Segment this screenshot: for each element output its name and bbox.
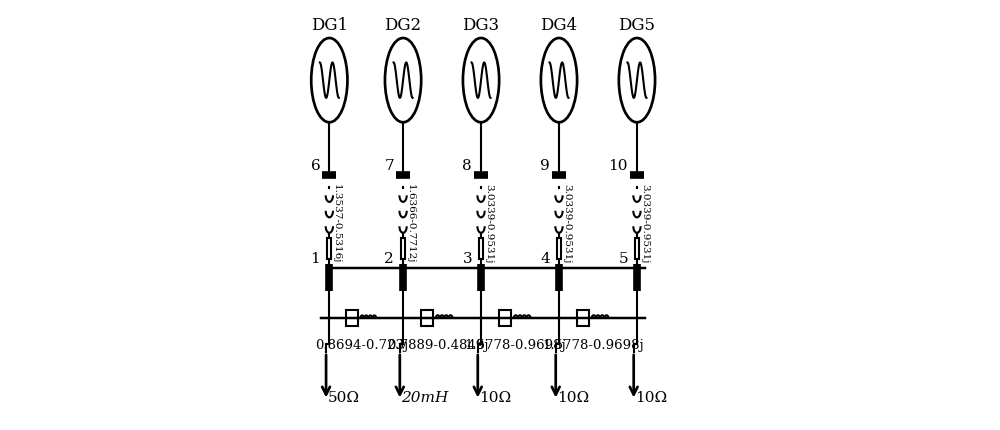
- Bar: [479, 238, 483, 259]
- Bar: [327, 238, 331, 259]
- Text: 10Ω: 10Ω: [479, 391, 511, 405]
- Text: 2: 2: [384, 252, 394, 266]
- Text: 3.0339-0.9531j: 3.0339-0.9531j: [562, 184, 571, 263]
- Text: DG2: DG2: [385, 17, 422, 34]
- Text: DG1: DG1: [311, 17, 348, 34]
- Text: 0.7889-0.4849j: 0.7889-0.4849j: [387, 339, 489, 352]
- Text: 0.8694-0.723j: 0.8694-0.723j: [315, 339, 409, 352]
- Text: 1.5778-0.9698j: 1.5778-0.9698j: [543, 339, 645, 352]
- Text: DG4: DG4: [540, 17, 578, 34]
- Bar: [577, 310, 589, 326]
- Text: 50Ω: 50Ω: [328, 391, 360, 405]
- Text: DG5: DG5: [618, 17, 655, 34]
- Text: 5: 5: [618, 252, 628, 266]
- Text: 7: 7: [384, 159, 394, 173]
- Text: 10Ω: 10Ω: [635, 391, 667, 405]
- Text: 1.6366-0.7712j: 1.6366-0.7712j: [406, 184, 415, 263]
- Text: 20mH: 20mH: [401, 391, 449, 405]
- Bar: [557, 238, 561, 259]
- Text: 10Ω: 10Ω: [557, 391, 589, 405]
- Bar: [635, 238, 639, 259]
- Bar: [499, 310, 511, 326]
- Bar: [421, 310, 433, 326]
- Text: 4: 4: [540, 252, 550, 266]
- Text: 9: 9: [540, 159, 550, 173]
- Text: DG3: DG3: [462, 17, 500, 34]
- Text: 1.3537-0.5316j: 1.3537-0.5316j: [332, 184, 341, 263]
- Text: 3.0339-0.9531j: 3.0339-0.9531j: [484, 184, 493, 263]
- Text: 10: 10: [608, 159, 628, 173]
- Text: 3.0339-0.9531j: 3.0339-0.9531j: [640, 184, 649, 263]
- Text: 1: 1: [311, 252, 320, 266]
- Text: 8: 8: [462, 159, 472, 173]
- Bar: [401, 238, 405, 259]
- Bar: [346, 310, 358, 326]
- Text: 3: 3: [462, 252, 472, 266]
- Text: 6: 6: [311, 159, 320, 173]
- Text: 1.5778-0.9698j: 1.5778-0.9698j: [465, 339, 567, 352]
